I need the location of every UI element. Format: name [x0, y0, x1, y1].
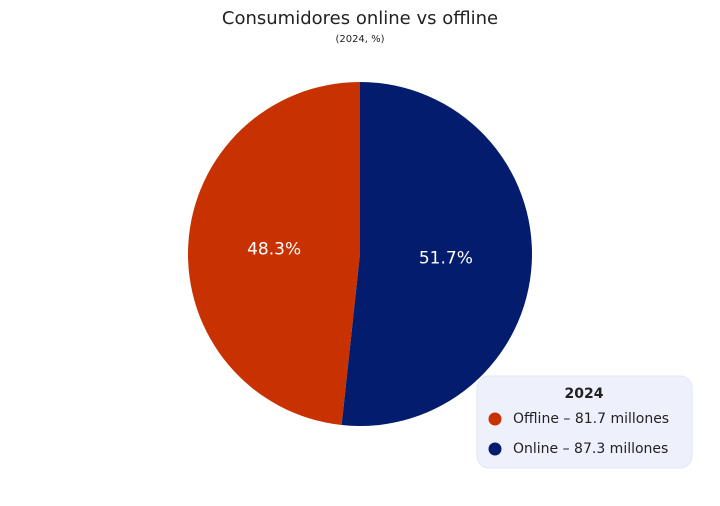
legend-title: 2024: [565, 386, 604, 402]
legend-label: Online – 87.3 millones: [513, 441, 668, 457]
chart-subtitle: (2024, %): [335, 34, 384, 45]
legend-box: [476, 375, 693, 469]
legend-marker: [488, 412, 502, 426]
data-label: 48.3%: [247, 239, 301, 259]
pie-slice: [187, 82, 360, 426]
legend-marker: [488, 442, 502, 456]
pie-slice: [341, 82, 532, 426]
legend-label: Offline – 81.7 millones: [513, 411, 669, 427]
chart-title: Consumidores online vs offline: [222, 8, 498, 29]
data-label: 51.7%: [419, 249, 473, 269]
